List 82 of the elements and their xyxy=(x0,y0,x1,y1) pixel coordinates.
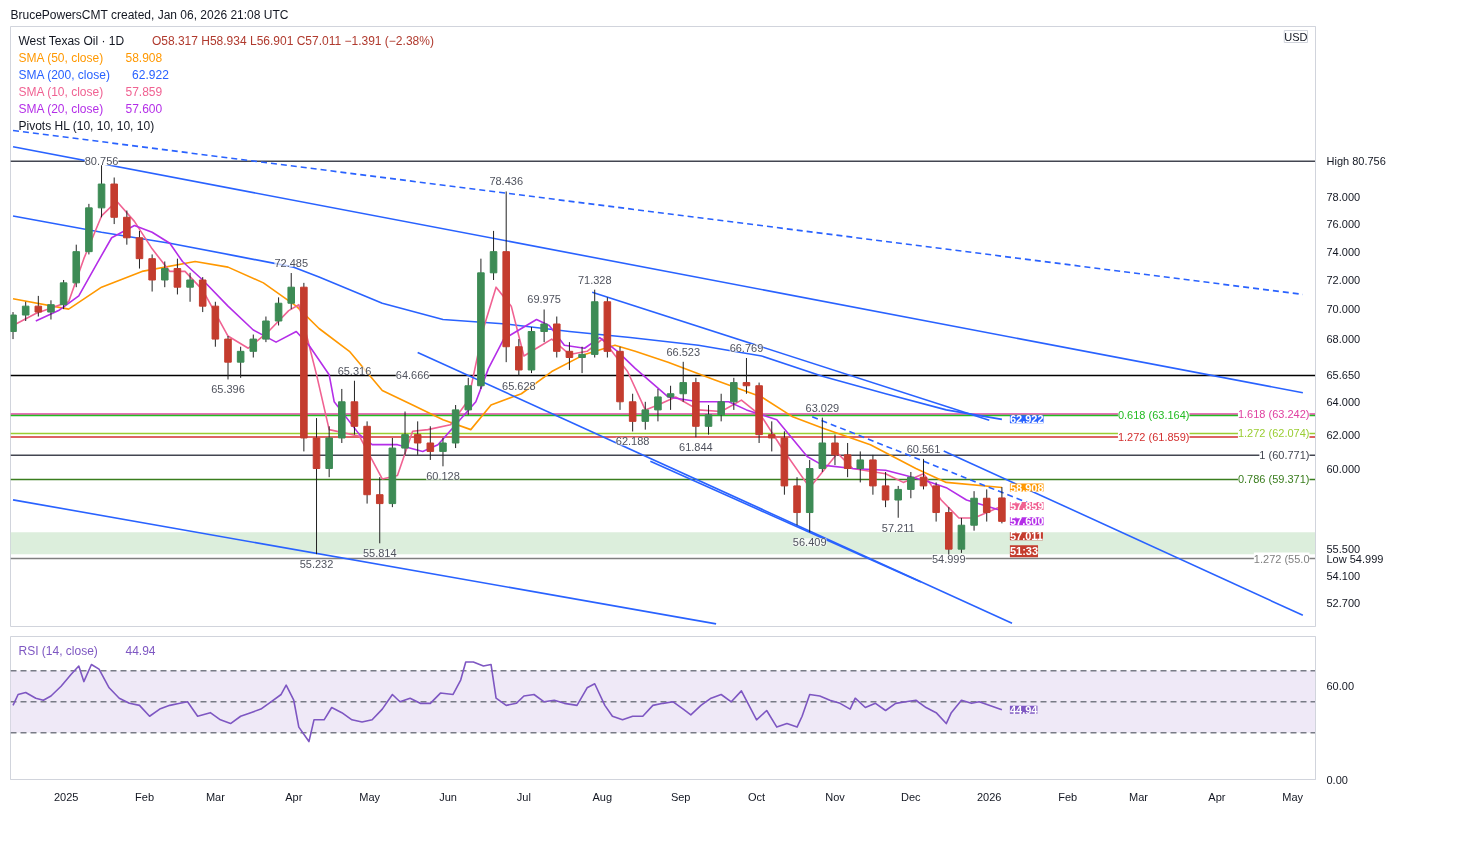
text: 44.94 xyxy=(125,644,156,658)
y-tick-label: 0.00 xyxy=(1326,773,1348,786)
x-tick-label: Aug xyxy=(592,790,613,803)
annotation: 69.975 xyxy=(527,293,561,306)
annotation: Pivots HL (10, 10, 10, 10) xyxy=(18,118,155,133)
text: West Texas Oil · 1D xyxy=(18,33,125,48)
y-tick-label: High 80.756 xyxy=(1326,155,1386,168)
annotation: 66.769 xyxy=(729,341,764,354)
text: O58.317 H58.934 L56.901 C57.011 −1.391 (−2.38%) xyxy=(151,33,434,48)
annotation: 57.211 xyxy=(881,521,915,534)
y-tick-label: 72.000 xyxy=(1326,273,1361,286)
annotation: 65.316 xyxy=(337,364,372,377)
y-tick-label: 65.650 xyxy=(1326,369,1361,382)
y-tick-label: 78.000 xyxy=(1326,191,1361,204)
y-tick-label: 62.000 xyxy=(1326,428,1361,441)
annotation: 78.436 xyxy=(489,175,524,188)
annotation: 51:33 xyxy=(1009,545,1039,558)
annotation: 54.999 xyxy=(931,552,966,565)
annotation: 55.814 xyxy=(362,547,397,560)
annotation: 56.409 xyxy=(792,536,827,549)
text: SMA (200, close) xyxy=(18,67,110,82)
text: 62.922 xyxy=(132,68,169,82)
y-tick-label: 54.100 xyxy=(1326,569,1361,582)
x-tick-label: Sep xyxy=(670,790,691,803)
x-tick-label: 2025 xyxy=(53,790,79,803)
ref-line-label: 0.618 (63.164) xyxy=(1117,409,1190,422)
ref-line-label: 1.272 (55.0 xyxy=(1253,552,1310,565)
annotation: 62.188 xyxy=(615,435,650,448)
ref-line-label: 1.272 (61.859) xyxy=(1117,430,1190,443)
text: SMA (50, close) xyxy=(18,50,104,65)
annotation: 63.029 xyxy=(805,401,840,414)
x-tick-label: May xyxy=(359,790,381,803)
y-axis-title: USD xyxy=(1284,30,1308,43)
data-label: 44.94 xyxy=(1009,703,1039,716)
annotation: 61.844 xyxy=(679,441,713,454)
ref-line-label: 1.618 (63.242) xyxy=(1237,408,1310,421)
annotation: 66.523 xyxy=(666,345,701,358)
y-tick-label: 64.000 xyxy=(1326,395,1361,408)
data-label: 62.922 xyxy=(1009,413,1044,426)
text: 57.600 xyxy=(125,102,163,116)
series-label: RSI (14, close) xyxy=(18,643,98,658)
ref-line-label: 1 (60.771) xyxy=(1259,449,1310,462)
ref-line-label: 1.272 (62.074) xyxy=(1237,427,1310,440)
y-tick-label: 52.700 xyxy=(1326,596,1361,609)
y-tick-label: 60.000 xyxy=(1326,462,1361,475)
annotation: 65.628 xyxy=(502,379,536,392)
x-tick-label: Jun xyxy=(439,790,457,803)
text: 57.011 xyxy=(1009,530,1043,543)
annotation: 65.396 xyxy=(211,383,245,396)
x-tick-label: May xyxy=(1282,790,1304,803)
annotation: 64.666 xyxy=(395,369,430,382)
annotation: 72.485 xyxy=(274,257,309,270)
annotation: 55.232 xyxy=(299,558,334,571)
annotation: 60.561 xyxy=(906,442,941,455)
text: SMA (20, close) xyxy=(18,101,104,116)
data-label: 58.908 xyxy=(1009,481,1044,494)
y-tick-label: 68.000 xyxy=(1326,333,1361,346)
annotation: 80.756 xyxy=(84,155,119,168)
data-label: 57.859 xyxy=(1009,500,1044,513)
y-tick-label: 60.00 xyxy=(1326,680,1355,693)
x-tick-label: 2026 xyxy=(977,790,1002,803)
x-tick-label: Apr xyxy=(1208,790,1226,803)
x-tick-label: Jul xyxy=(516,790,531,803)
annotation: 60.128 xyxy=(426,470,460,483)
text: BrucePowersCMT created, Jan 06, 2026 21:08 UTC xyxy=(10,7,289,22)
x-tick-label: Feb xyxy=(1058,790,1078,803)
text: SMA (10, close) xyxy=(18,84,104,99)
x-tick-label: Mar xyxy=(1128,790,1149,803)
x-tick-label: Apr xyxy=(285,790,303,803)
annotation: 71.328 xyxy=(577,273,612,286)
text: 58.908 xyxy=(125,51,163,65)
text: 57.859 xyxy=(125,85,163,99)
data-label: 57.600 xyxy=(1009,515,1044,528)
x-tick-label: Oct xyxy=(748,790,766,803)
x-tick-label: Feb xyxy=(135,790,155,803)
y-tick-label: 76.000 xyxy=(1326,218,1361,231)
y-tick-label: 74.000 xyxy=(1326,245,1361,258)
ref-line-label: 0.786 (59.371) xyxy=(1237,473,1310,486)
x-tick-label: Nov xyxy=(825,790,846,803)
x-tick-label: Mar xyxy=(205,790,226,803)
y-tick-label: 70.000 xyxy=(1326,303,1361,316)
x-tick-label: Dec xyxy=(901,790,922,803)
